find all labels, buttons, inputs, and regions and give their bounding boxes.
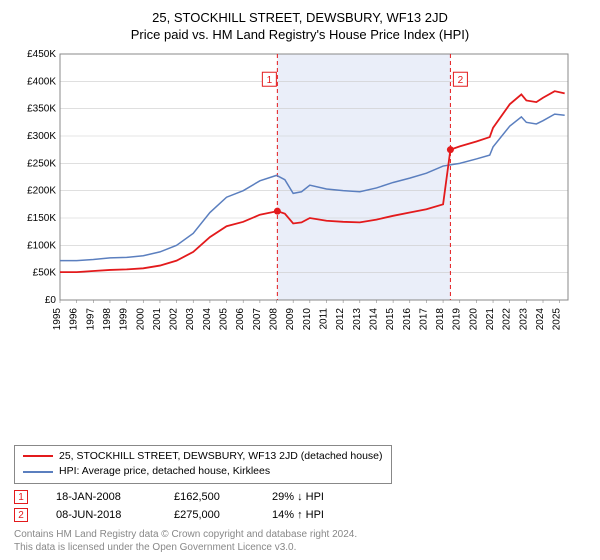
svg-text:2015: 2015 [385,308,396,331]
svg-text:£250K: £250K [27,158,56,169]
transaction-date: 18-JAN-2008 [56,491,146,503]
transaction-row: 2 08-JUN-2018 £275,000 14% ↑ HPI [14,506,586,524]
legend-label: HPI: Average price, detached house, Kirk… [59,464,270,480]
legend: 25, STOCKHILL STREET, DEWSBURY, WF13 2JD… [14,445,392,485]
svg-text:£450K: £450K [27,49,56,60]
svg-text:2014: 2014 [368,308,379,331]
transactions-table: 1 18-JAN-2008 £162,500 29% ↓ HPI 2 08-JUN-201… [14,488,586,524]
svg-text:2023: 2023 [518,308,529,331]
svg-text:£400K: £400K [27,76,56,87]
transaction-row: 1 18-JAN-2008 £162,500 29% ↓ HPI [14,488,586,506]
svg-text:2018: 2018 [435,308,446,331]
svg-text:2005: 2005 [219,308,230,331]
svg-text:1998: 1998 [102,308,113,331]
svg-text:2002: 2002 [169,308,180,331]
svg-text:£150K: £150K [27,213,56,224]
svg-text:£50K: £50K [33,268,57,279]
svg-text:2012: 2012 [335,308,346,331]
legend-swatch [23,455,53,457]
svg-text:2004: 2004 [202,308,213,331]
svg-text:2021: 2021 [485,308,496,331]
transaction-marker: 2 [14,508,28,522]
svg-text:1999: 1999 [119,308,130,331]
svg-text:2011: 2011 [318,308,329,330]
attribution-line2: This data is licensed under the Open Gov… [14,541,586,554]
attribution-line1: Contains HM Land Registry data © Crown c… [14,528,586,541]
svg-text:2003: 2003 [185,308,196,331]
legend-swatch [23,471,53,473]
svg-text:1996: 1996 [69,308,80,331]
transaction-price: £275,000 [174,509,244,521]
svg-text:1: 1 [267,75,273,86]
svg-text:2000: 2000 [135,308,146,331]
svg-text:2007: 2007 [252,308,263,331]
svg-text:£350K: £350K [27,104,56,115]
svg-text:2008: 2008 [269,308,280,331]
svg-text:2: 2 [458,75,464,86]
svg-text:£0: £0 [45,295,57,306]
legend-item: 25, STOCKHILL STREET, DEWSBURY, WF13 2JD… [23,449,383,465]
svg-text:2019: 2019 [452,308,463,331]
svg-text:2006: 2006 [235,308,246,331]
chart-subtitle: Price paid vs. HM Land Registry's House … [14,27,586,42]
svg-text:2022: 2022 [502,308,513,331]
chart-title: 25, STOCKHILL STREET, DEWSBURY, WF13 2JD [14,10,586,25]
transaction-date: 08-JUN-2018 [56,509,146,521]
svg-text:2020: 2020 [468,308,479,331]
svg-text:2013: 2013 [352,308,363,331]
svg-text:2025: 2025 [552,308,563,331]
svg-text:2024: 2024 [535,308,546,331]
transaction-marker: 1 [14,490,28,504]
svg-text:2017: 2017 [418,308,429,331]
transaction-price: £162,500 [174,491,244,503]
svg-text:£100K: £100K [27,240,56,251]
legend-label: 25, STOCKHILL STREET, DEWSBURY, WF13 2JD… [59,449,383,465]
price-chart: £0 £50K £100K £150K £200K £250K £300K £350K £400… [14,48,574,346]
svg-text:2001: 2001 [152,308,163,331]
transaction-delta: 14% ↑ HPI [272,509,324,521]
svg-text:2009: 2009 [285,308,296,331]
legend-item: HPI: Average price, detached house, Kirk… [23,464,383,480]
svg-text:2016: 2016 [402,308,413,331]
chart-area: £0 £50K £100K £150K £200K £250K £300K £350K £400… [14,48,586,439]
svg-text:1995: 1995 [52,308,63,331]
svg-text:£200K: £200K [27,186,56,197]
svg-text:1997: 1997 [85,308,96,331]
transaction-delta: 29% ↓ HPI [272,491,324,503]
svg-text:£300K: £300K [27,131,56,142]
attribution: Contains HM Land Registry data © Crown c… [14,528,586,554]
svg-text:2010: 2010 [302,308,313,331]
